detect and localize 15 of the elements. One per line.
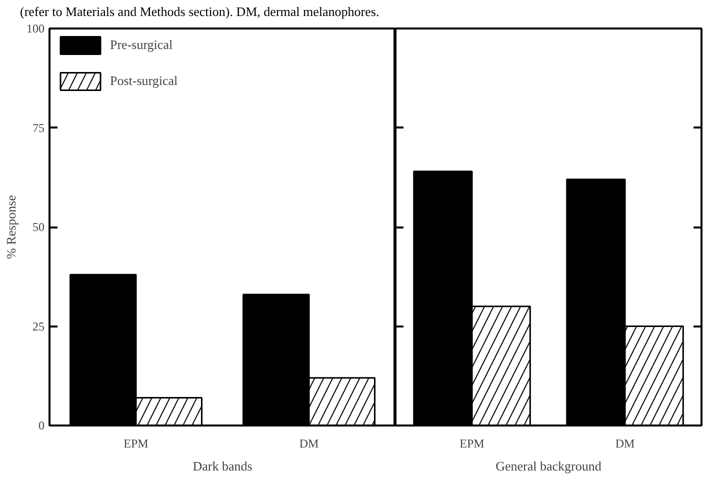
x-axis-title: Dark bands xyxy=(192,458,252,474)
y-tick-label: 0 xyxy=(38,418,44,432)
x-axis-title: General background xyxy=(496,458,602,474)
legend-label: Post-surgical xyxy=(110,73,178,89)
text: (refer to Materials and Methods section). DM, dermal melanophores. xyxy=(20,4,380,19)
x-tick-label: DM xyxy=(299,436,319,450)
y-axis-title: % Response xyxy=(4,194,18,259)
x-tick-label: EPM xyxy=(460,436,485,450)
x-tick-label: EPM xyxy=(124,436,149,450)
y-tick-label: 50 xyxy=(32,220,44,234)
legend-label: Pre-surgical xyxy=(110,37,173,53)
x-tick-label: DM xyxy=(615,436,635,450)
y-tick-label: 25 xyxy=(32,319,44,334)
y-tick-label: 100 xyxy=(26,22,44,36)
y-tick-label: 75 xyxy=(32,120,44,135)
